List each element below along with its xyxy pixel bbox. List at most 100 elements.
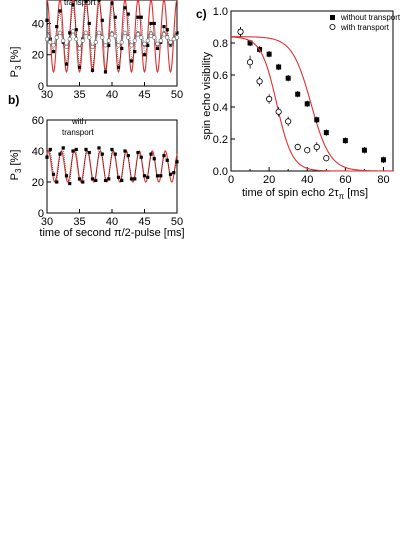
- panel-b-point: [45, 155, 49, 159]
- panel-b-point: [155, 174, 160, 178]
- panel-c-point-without-transport: [276, 64, 282, 70]
- panel-a-point: [87, 21, 91, 26]
- panel-a-point: [57, 30, 63, 35]
- panel-a-point: [142, 53, 147, 57]
- panel-a-point: [136, 15, 140, 19]
- panel-a-point: [175, 31, 179, 35]
- panel-b-point: [81, 180, 85, 184]
- panel-a-point: [139, 15, 143, 19]
- panel-a-point: [48, 40, 53, 45]
- panel-a-point: [87, 35, 92, 40]
- panel-a-point: [113, 15, 117, 19]
- panel-b-point: [58, 152, 62, 156]
- panel-a-point: [165, 35, 170, 40]
- panel-c-point-with-transport: [323, 155, 330, 162]
- panel-c-ytick-label: 0.8: [213, 38, 228, 50]
- panel-a-point: [133, 50, 137, 54]
- panel-a-point: [126, 12, 130, 16]
- panel-b-point: [68, 181, 72, 186]
- panel-a-point: [58, 9, 62, 13]
- panel-b-point: [129, 177, 134, 181]
- legend-entry-0: without transport: [340, 13, 401, 22]
- panel-a-plot-area: 30 35 40 45 50 0 20 40: [32, 0, 183, 101]
- panel-a-point: [54, 35, 59, 40]
- panel-a-xtick-label: 30: [41, 89, 53, 101]
- panel-a-point: [162, 24, 166, 29]
- panel-b-point: [84, 147, 88, 152]
- panel-a-point: [142, 41, 147, 46]
- panel-a-point: [103, 70, 108, 74]
- panel-c-point-without-transport: [285, 75, 291, 81]
- panel-b-point: [103, 178, 108, 183]
- panel-c: c) spin echo visibility 0 20 40 60 800.00.20…: [196, 6, 401, 201]
- panel-a-fit-curve-0: [46, 0, 178, 73]
- panel-a-point: [116, 43, 121, 48]
- panel-b-point: [71, 149, 75, 153]
- panel-c-xlabel: time of spin echo 2τπ [ms]: [242, 187, 368, 201]
- panel-b-point: [74, 147, 78, 152]
- panel-c-point-with-transport: [285, 118, 292, 125]
- panel-a-point: [68, 31, 72, 35]
- panel-c-ytick-label: 0.4: [213, 102, 228, 114]
- panel-c-ytick-label: 0.6: [213, 70, 228, 82]
- panel-b-point: [77, 177, 82, 181]
- panel-c-point-with-transport: [246, 59, 254, 66]
- panel-a-data-line-1: [46, 30, 178, 50]
- panel-c-point-without-transport: [342, 138, 348, 144]
- panel-a-xtick-label: 40: [106, 89, 118, 101]
- panel-b-xlabel: time of second π/2-pulse [ms]: [39, 227, 184, 239]
- panel-b-point: [55, 180, 59, 184]
- panel-b-point: [172, 171, 176, 175]
- panel-b-point: [136, 150, 140, 155]
- panel-b-point: [159, 174, 163, 178]
- panel-a-point: [90, 68, 95, 72]
- panel-b-letter: b): [8, 93, 19, 107]
- panel-b-point: [110, 147, 114, 152]
- panel-a-point: [100, 35, 105, 40]
- panel-c-ytick-label: 0.2: [213, 134, 228, 146]
- panel-b-point: [48, 147, 52, 152]
- panel-b-point: [120, 178, 124, 183]
- panel-a-xtick-label: 45: [138, 89, 150, 101]
- panel-a-point: [158, 38, 163, 43]
- panel-c-point-with-transport: [313, 143, 320, 151]
- panel-a-point: [97, 0, 101, 2]
- panel-a-point: [84, 0, 88, 4]
- panel-b-xtick-label: 30: [41, 216, 53, 228]
- panel-b-legend-label-1: with: [71, 117, 86, 126]
- panel-a-point: [168, 40, 173, 45]
- panel-c-letter: c): [196, 7, 207, 21]
- legend-marker-open-circle: [329, 23, 336, 30]
- panel-b-xtick-label: 35: [73, 216, 85, 228]
- panel-c-point-without-transport: [295, 91, 301, 97]
- panel-c-xtick-label: 80: [377, 174, 389, 186]
- panel-c-point-with-transport: [275, 108, 282, 115]
- panel-a-point: [61, 38, 66, 43]
- panel-a-point: [174, 35, 180, 40]
- panel-b-point: [51, 172, 56, 176]
- panel-a-point: [109, 32, 115, 37]
- panel-b-point: [97, 146, 101, 150]
- panel-c-point-without-transport: [361, 147, 367, 153]
- panel-a-point: [152, 35, 157, 40]
- panel-c-point-without-transport: [247, 40, 253, 46]
- panel-a-point: [135, 32, 141, 37]
- panel-a-point: [67, 36, 72, 42]
- panel-a-point: [145, 38, 150, 43]
- panel-c-ytick-label: 1.0: [213, 6, 228, 18]
- panel-a-xtick-label: 35: [73, 89, 85, 101]
- panel-b-point: [113, 152, 117, 156]
- panel-b-plot-area: 30 35 40 45 50 0 20 40 60: [32, 115, 183, 228]
- panel-a-point: [45, 18, 49, 22]
- panel-b-point: [165, 158, 169, 162]
- panel-c-point-with-transport: [256, 78, 263, 85]
- legend-entry-1: with transport: [340, 23, 390, 32]
- panel-a-point: [120, 46, 124, 51]
- panel-a-point: [122, 30, 128, 35]
- panel-b-xtick-label: 50: [171, 216, 183, 228]
- panel-c-xtick-label: 40: [301, 174, 313, 186]
- panel-b-point: [94, 178, 98, 183]
- panel-c-point-with-transport: [294, 143, 301, 151]
- panel-c-fit-curve-0: [231, 36, 394, 172]
- panel-a-point: [44, 36, 50, 42]
